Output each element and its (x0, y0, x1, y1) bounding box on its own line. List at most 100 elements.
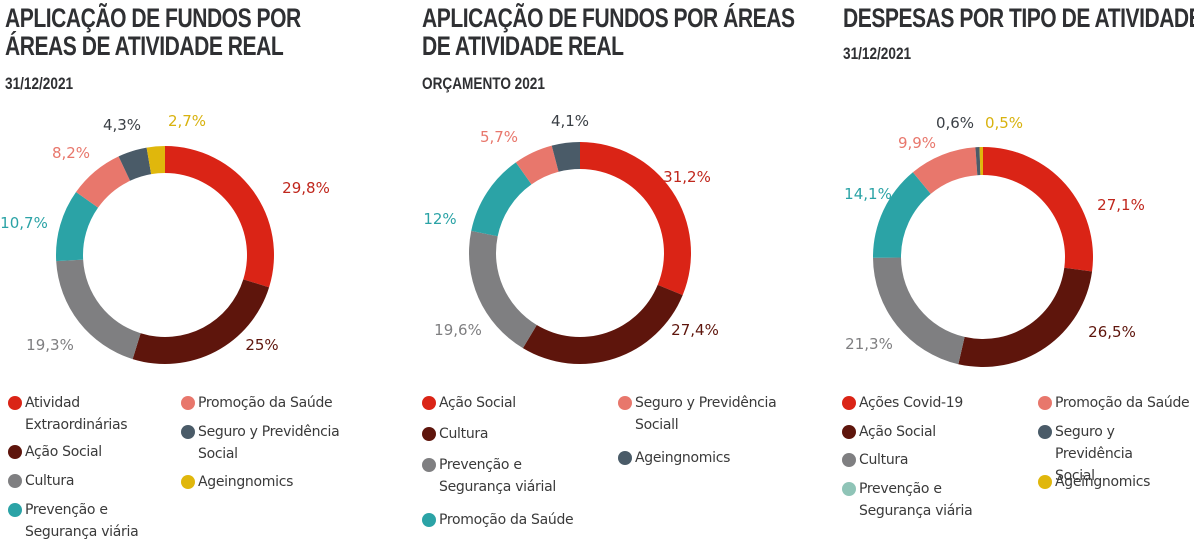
legend-item-prevencao-e-seguranca-viaria: Prevenção e Segurança viária (842, 478, 973, 522)
data-label-acao-social: 25% (245, 336, 278, 354)
legend-swatch-icon (842, 425, 856, 439)
legend-label: Promoção da Saúde (439, 512, 574, 528)
donut-slice-prevencao-e-seguranca-viaria (56, 192, 99, 262)
donut-slice-cultura (522, 284, 683, 365)
data-label-promocao-da-saude: 9,9% (898, 134, 936, 152)
chart-title: DESPESAS POR TIPO DE ATIVIDADE (843, 4, 1194, 32)
legend-swatch-icon (842, 453, 856, 467)
legend-item-atividad-extraordinarias: Atividad Extraordinárias (8, 392, 128, 436)
legend-item-ageingnomics: Ageingnomics (618, 447, 730, 469)
data-label-ageingnomics: 2,7% (168, 112, 206, 130)
data-label-acao-social: 31,2% (663, 168, 711, 186)
legend-label: Promoção da Saúde (198, 395, 333, 411)
legend-item-acao-social: Ação Social (422, 392, 516, 414)
legend-swatch-icon (842, 482, 856, 496)
data-label-cultura: 19,3% (26, 336, 74, 354)
legend-item-acao-social: Ação Social (8, 441, 102, 463)
donut-slice-cultura (873, 257, 965, 365)
data-label-prevencao-e-seguranca-viaria: 14,1% (844, 185, 892, 203)
donut-slice-cultura (56, 259, 141, 360)
legend-swatch-icon (422, 427, 436, 441)
donut-slice-seguro-y-previdencia-sociall (515, 145, 559, 185)
legend-label: Ageingnomics (198, 474, 294, 490)
legend-swatch-icon (8, 445, 22, 459)
legend-swatch-icon (181, 425, 195, 439)
legend-swatch-icon (842, 396, 856, 410)
legend-swatch-icon (422, 458, 436, 472)
donut-chart: 31,2% 27,4% 19,6% 12% 5,7% 4,1% (423, 112, 719, 365)
chart-subtitle: 31/12/2021 (5, 74, 74, 93)
legend-label: Seguro y Previdência Social (1055, 424, 1133, 484)
legend-swatch-icon (1038, 475, 1052, 489)
donut-slice-acao-social (958, 267, 1093, 367)
legend-label: Seguro y Previdência Social (198, 424, 340, 462)
chart-title-text: APLICAÇÃO DE FUNDOS POR ÁREAS DE ATIVIDA… (422, 3, 795, 61)
legend-swatch-icon (422, 396, 436, 410)
donut-slice-ageingnomics (146, 146, 165, 175)
legend-swatch-icon (181, 475, 195, 489)
legend-swatch-icon (181, 396, 195, 410)
data-label-seguro-y-previdencia-social: 0,6% (936, 114, 974, 132)
donut-slice-acao-social (580, 142, 692, 296)
donut-slice-ageingnomics (551, 142, 580, 172)
legend-swatch-icon (422, 513, 436, 527)
data-label-seguro-y-previdencia-social: 4,3% (103, 116, 141, 134)
data-label-prevencao-e-seguranca-viarial: 19,6% (434, 321, 482, 339)
legend-label: Seguro y Previdência Sociall (635, 395, 777, 433)
donut-slice-seguro-y-previdencia-social (975, 147, 981, 176)
legend-item-cultura: Cultura (842, 449, 908, 471)
donut-slice-acao-social (132, 279, 270, 364)
legend-label: Ação Social (25, 444, 102, 460)
data-label-promocao-da-saude: 12% (423, 210, 456, 228)
donut-slice-promocao-da-saude (471, 162, 532, 237)
legend-label: Atividad Extraordinárias (25, 395, 128, 433)
legend-item-ageingnomics: Ageingnomics (181, 471, 293, 493)
legend-item-acoes-covid-19: Ações Covid-19 (842, 392, 963, 414)
legend-swatch-icon (1038, 396, 1052, 410)
legend-swatch-icon (8, 474, 22, 488)
legend-label: Cultura (25, 473, 75, 489)
donut-slice-promocao-da-saude (76, 156, 131, 208)
legend-item-ageingnomics: Ageingnomics (1038, 471, 1150, 493)
donut-chart: 27,1% 26,5% 21,3% 14,1% 9,9%0,6% 0,5% (844, 114, 1145, 367)
legend-label: Cultura (439, 426, 489, 442)
legend-swatch-icon (8, 396, 22, 410)
donut-slice-acoes-covid-19 (983, 147, 1093, 272)
legend-label: Ageingnomics (635, 450, 731, 466)
legend-item-prevencao-e-seguranca-viaria: Prevenção e Segurança viária (8, 499, 139, 543)
legend-swatch-icon (618, 451, 632, 465)
legend-label: Ação Social (439, 395, 516, 411)
legend-label: Prevenção e Segurança viárial (439, 457, 556, 495)
data-label-prevencao-e-seguranca-viaria: 10,7% (0, 214, 48, 232)
data-label-atividad-extraordinarias: 29,8% (282, 179, 330, 197)
chart-title-text: APLICAÇÃO DE FUNDOS POR ÁREAS DE ATIVIDA… (5, 3, 301, 61)
legend-item-promocao-da-saude: Promoção da Saúde (1038, 392, 1190, 414)
legend-item-promocao-da-saude: Promoção da Saúde (422, 509, 574, 531)
legend-item-prevencao-e-seguranca-viarial: Prevenção e Segurança viárial (422, 454, 556, 498)
donut-slice-seguro-y-previdencia-social (118, 147, 152, 181)
legend-label: Prevenção e Segurança viária (859, 481, 973, 519)
donut-slice-ageingnomics (979, 147, 983, 176)
data-label-cultura: 21,3% (845, 335, 893, 353)
donut-chart: 29,8% 25% 19,3% 10,7% 8,2% 4,3% 2,7% (0, 112, 330, 364)
data-label-acao-social: 26,5% (1088, 323, 1136, 341)
legend-item-promocao-da-saude: Promoção da Saúde (181, 392, 333, 414)
data-label-ageingnomics: 4,1% (551, 112, 589, 130)
chart-panel-funds-real: APLICAÇÃO DE FUNDOS POR ÁREAS DE ATIVIDA… (0, 0, 400, 540)
legend-item-seguro-y-previdencia-social: Seguro y Previdência Social (1038, 421, 1194, 487)
legend-swatch-icon (1038, 425, 1052, 439)
data-label-cultura: 27,4% (671, 321, 719, 339)
chart-title-text: DESPESAS POR TIPO DE ATIVIDADE (843, 3, 1194, 33)
donut-slice-promocao-da-saude (912, 147, 978, 194)
legend-label: Ação Social (859, 424, 936, 440)
legend-label: Ageingnomics (1055, 474, 1151, 490)
data-label-seguro-y-previdencia-sociall: 5,7% (480, 128, 518, 146)
chart-title: APLICAÇÃO DE FUNDOS POR ÁREAS DE ATIVIDA… (5, 4, 333, 60)
legend-label: Promoção da Saúde (1055, 395, 1190, 411)
chart-subtitle: ORÇAMENTO 2021 (422, 74, 545, 93)
legend-item-seguro-y-previdencia-social: Seguro y Previdência Social (181, 421, 340, 465)
legend-item-seguro-y-previdencia-sociall: Seguro y Previdência Sociall (618, 392, 777, 436)
data-label-acoes-covid-19: 27,1% (1097, 196, 1145, 214)
legend-item-cultura: Cultura (422, 423, 488, 445)
